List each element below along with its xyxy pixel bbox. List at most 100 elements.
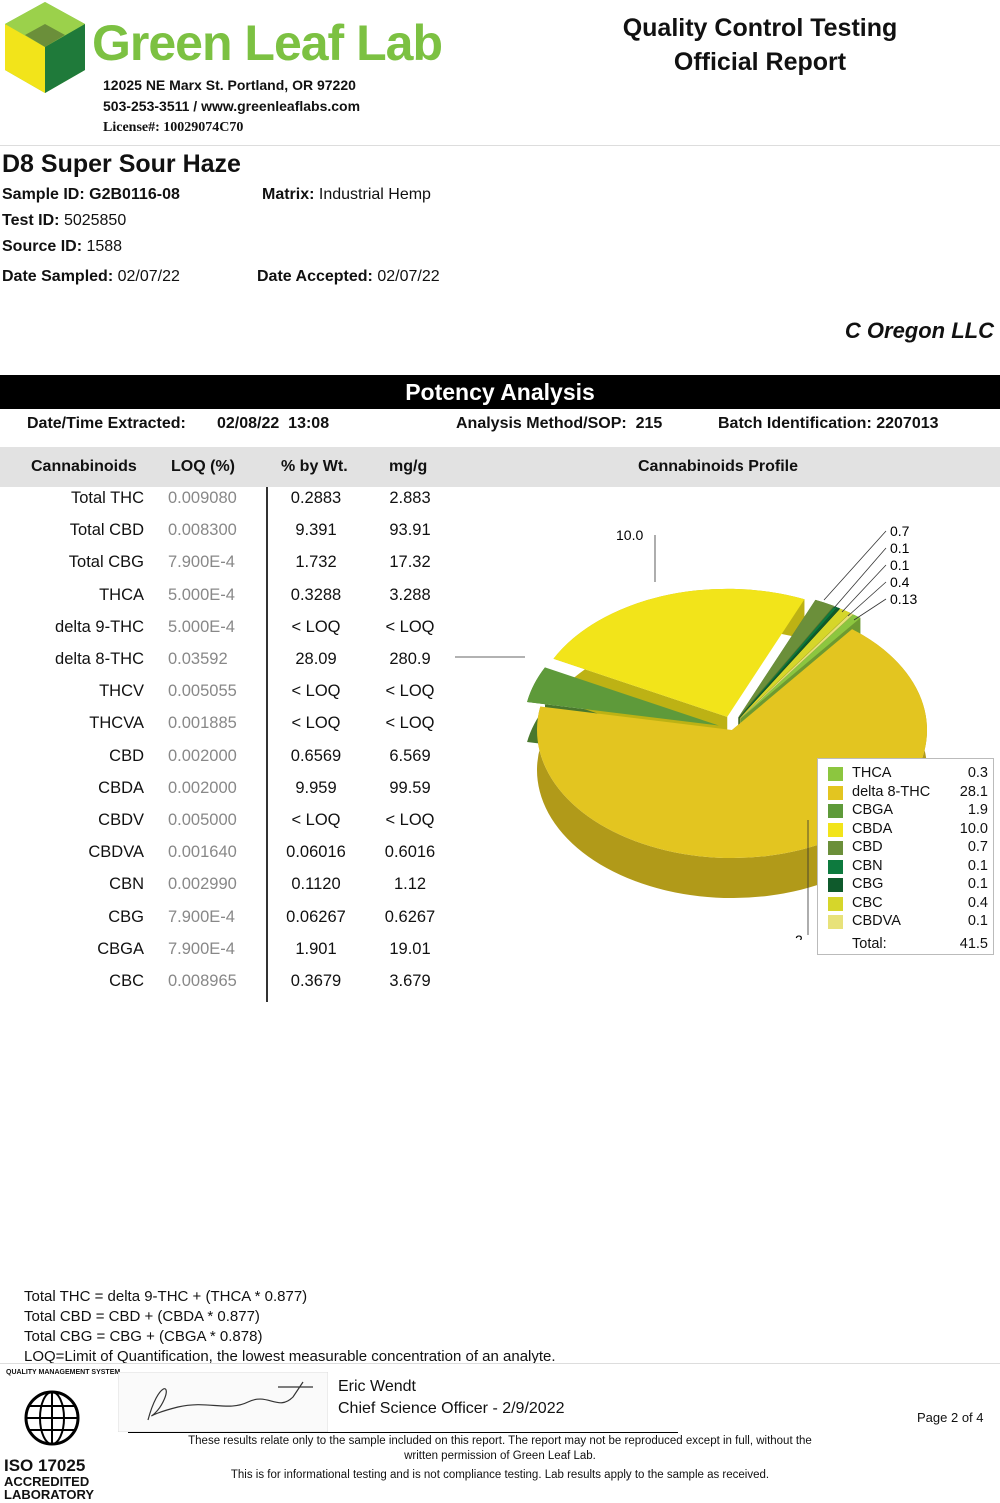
loq-value: 0.03592 [168,650,228,668]
lab-license: License#: 10029074C70 [103,120,244,135]
pie-slice-cbga [527,667,719,726]
mgg-value: < LOQ [385,617,435,636]
table-row: THCV 0.005055 < LOQ < LOQ [0,682,450,714]
pct-value: < LOQ [291,811,341,829]
logo-icon [5,2,85,93]
source-id: Source ID: 1588 [2,238,122,256]
slice-value-label: 0.13 [890,591,917,607]
legend-label: CBC [852,894,883,911]
slice-value-label: 0.4 [890,574,910,590]
legend-item: CBD 0.7 [828,839,988,858]
legend-swatch [828,896,843,911]
legend-value: 0.1 [967,876,988,892]
loq-value: 0.002000 [168,778,237,797]
legend-value: 0.4 [967,894,988,911]
test-id: Test ID: 5025850 [2,212,126,230]
mgg-value: 0.6016 [384,843,436,862]
section-title: Potency Analysis [0,375,1000,409]
legend-value: 10.0 [959,820,988,837]
legend-label: CBGA [852,802,894,818]
loq-value: 0.001885 [168,714,237,733]
leader-line [847,581,887,617]
test-id-value: 5025850 [63,212,127,229]
table-row: delta 9-THC 5.000E-4 < LOQ < LOQ [0,618,450,650]
pct-value: 0.06016 [286,843,346,862]
leader-line [823,530,887,601]
cannabinoid-name: THCVA [89,714,144,733]
cannabinoid-name: delta 8-THC [55,650,144,668]
batch-label: Batch Identification: [718,415,872,432]
loq-value: 0.008300 [168,521,237,540]
loq-value: 7.900E-4 [168,939,235,958]
pie-slice-cbda [553,588,805,717]
table-row: CBDVA 0.001640 0.06016 0.6016 [0,843,450,875]
legend-label: CBD [852,839,883,855]
pct-value: < LOQ [291,682,341,701]
loq-value: 0.005055 [168,682,237,701]
date-accepted-label: Date Accepted: [257,268,373,285]
legend-swatch [828,785,843,800]
legend-value: 0.1 [967,913,988,929]
leader-line [833,547,887,609]
legend-swatch [828,767,843,781]
pct-value: 28.09 [295,650,337,668]
iso-label: ISO 17025 [4,1456,86,1475]
cannabinoid-name: CBDA [98,778,144,797]
loq-value: 0.001640 [168,843,237,862]
pct-value: 0.6569 [290,746,342,765]
pie-slice-cbg [739,607,840,718]
pct-value: 0.3288 [290,585,342,604]
legend-item: CBG 0.1 [828,876,988,895]
loq-value: 0.005000 [168,811,237,829]
legend-label: CBDVA [852,913,901,929]
extracted-value: 02/08/22 13:08 [217,415,330,432]
lab-contact: 503-253-3511 / www.greenleaflabs.com [103,98,361,114]
pie-slice-cbdva [740,613,854,719]
legend-label: CBG [852,876,884,892]
formula-notes: Total THC = delta 9-THC + (THCA * 0.877)… [24,1287,556,1367]
profile-title: Cannabinoids Profile [638,458,799,475]
source-id-label: Source ID: [2,238,83,255]
legend-swatch [828,915,843,929]
legend-swatch [828,841,843,855]
disclaimer: written permission of Green Leaf Lab. [404,1450,596,1462]
chart-legend: THCA 0.3 delta 8-THC 28.1 CBGA 1.9 CBDA 10.0 CBD… [817,758,994,955]
date-sampled: Date Sampled: 02/07/22 [2,268,180,286]
signature-line [128,1432,678,1433]
pie-slice-cbc [739,608,851,719]
client-name: C Oregon LLC [844,318,994,343]
cannabinoid-name: Total THC [70,489,144,507]
pie-slice-cbd [738,599,834,718]
legend-item: CBC 0.4 [828,895,988,914]
legend-item: CBDVA 0.1 [828,913,988,932]
pct-value: 0.06267 [286,907,346,926]
table-row: Total CBD 0.008300 9.391 93.91 [0,521,450,553]
col-loq: LOQ (%) [171,458,235,475]
table-row: CBG 7.900E-4 0.06267 0.6267 [0,908,450,940]
col-mgg: mg/g [389,458,428,475]
mgg-value: 280.9 [389,650,431,668]
slice-value-label: 2 [795,932,803,940]
date-accepted: Date Accepted: 02/07/22 [257,268,440,286]
loq-value: 7.900E-4 [168,907,235,926]
cannabinoid-name: CBDV [98,811,144,829]
leader-line [853,598,887,621]
method-label: Analysis Method/SOP: [456,415,627,432]
cannabinoid-name: THCA [99,585,144,604]
table-row: delta 8-THC 0.03592 28.09 280.9 [0,650,450,682]
col-cannabinoids: Cannabinoids [31,458,137,475]
legend-value: 0.3 [967,765,988,781]
pct-value: 1.732 [295,553,337,572]
table-row: CBD 0.002000 0.6569 6.569 [0,747,450,779]
disclaimer: This is for informational testing and is… [230,1469,770,1481]
signer-name: Eric Wendt [338,1378,416,1395]
mgg-value: 6.569 [389,746,431,765]
legend-swatch [828,859,843,874]
batch-value: 2207013 [876,415,939,432]
table-row: CBGA 7.900E-4 1.901 19.01 [0,940,450,972]
leader-line [841,564,887,613]
note: Total CBG = CBG + (CBGA * 0.878) [24,1328,263,1345]
cannabinoid-name: CBN [109,875,144,894]
iso-ring-text: QUALITY MANAGEMENT SYSTEM [6,1369,121,1376]
legend-swatch [828,822,843,837]
